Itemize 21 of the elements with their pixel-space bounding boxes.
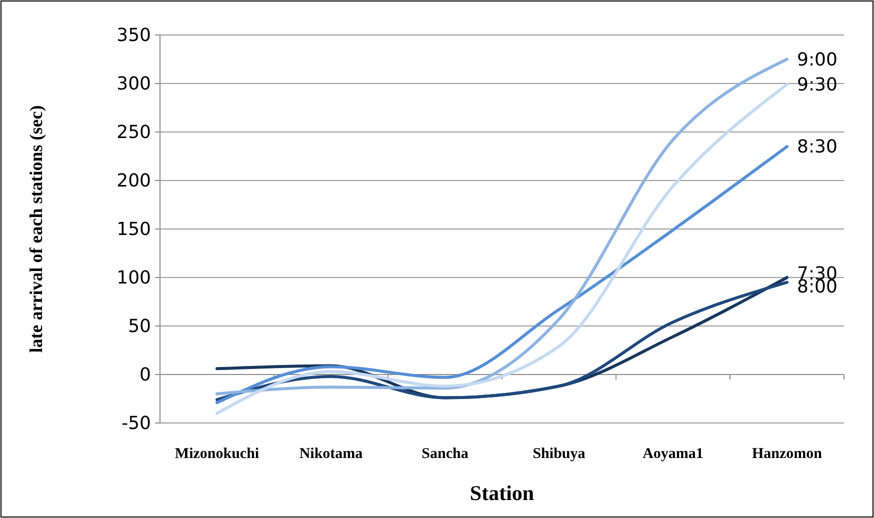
series-label: 8:30 [797, 136, 838, 158]
x-tick-label: Shibuya [532, 446, 586, 462]
y-tick-label: 350 [116, 25, 151, 46]
series-label: 9:00 [797, 49, 838, 70]
y-tick-label: 200 [116, 170, 151, 192]
x-tick-label: Hanzomon [752, 446, 823, 462]
x-axis-title: Station [470, 481, 534, 505]
y-tick-label: -50 [122, 413, 151, 434]
x-tick-label: Mizonokuchi [174, 446, 260, 462]
y-axis-title: late arrival of each stations (sec) [26, 105, 46, 353]
y-tick-label: 0 [140, 364, 151, 386]
y-tick-label: 50 [128, 316, 151, 337]
y-tick-label: 150 [116, 219, 151, 240]
y-tick-label: 300 [116, 74, 151, 94]
y-tick-label: 250 [116, 122, 151, 143]
line-series [216, 145, 788, 404]
x-tick-label: Aoyama1 [642, 446, 704, 462]
y-tick-label: 100 [116, 268, 151, 288]
x-tick-label: Sancha [422, 446, 469, 462]
x-tick-label: Nikotama [299, 446, 364, 462]
series-label: 9:30 [797, 74, 838, 96]
